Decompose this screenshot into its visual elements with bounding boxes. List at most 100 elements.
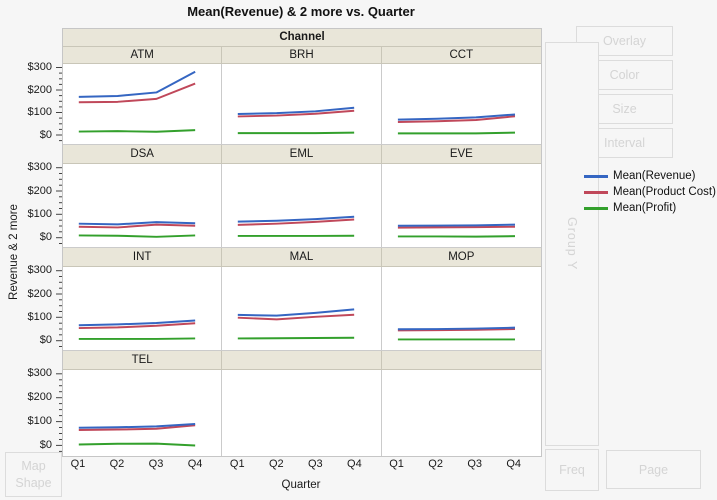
map-shape-dropzone-button[interactable]: Map Shape xyxy=(5,452,62,497)
panel-plot xyxy=(397,223,515,238)
y-tick-label: $300 xyxy=(27,161,52,174)
y-axis-ticks xyxy=(56,270,62,347)
panel-DSA[interactable] xyxy=(63,164,223,248)
series-product_cost-line xyxy=(397,115,515,123)
freq-dropzone-button[interactable]: Freq xyxy=(545,449,599,491)
y-tick-label: $0 xyxy=(39,231,52,244)
y-tick-label: $0 xyxy=(39,438,52,451)
facet-label-empty xyxy=(381,351,541,370)
trellis-graph: Channel ATM BRH CCT DSA EML EVE INT MAL MOP TEL xyxy=(62,28,542,457)
panel-EVE[interactable] xyxy=(381,164,541,248)
panel-plot xyxy=(238,308,355,340)
panel-BRH[interactable] xyxy=(222,64,382,145)
panel-EML[interactable] xyxy=(222,164,382,248)
x-tick-label: Q4 xyxy=(347,458,362,470)
panel-ATM[interactable] xyxy=(63,64,223,145)
series-revenue-line xyxy=(238,308,355,317)
y-tick-label: $100 xyxy=(27,310,52,323)
legend-label: Mean(Product Cost) xyxy=(613,186,716,198)
series-revenue-line xyxy=(238,106,355,115)
series-revenue-line xyxy=(78,319,196,327)
panel-plot xyxy=(238,215,355,237)
page-dropzone-button[interactable]: Page xyxy=(606,450,701,489)
series-revenue-line xyxy=(78,70,196,98)
panel-plot xyxy=(78,423,196,447)
legend-item-product_cost[interactable]: Mean(Product Cost) xyxy=(584,184,716,200)
x-tick-label: Q1 xyxy=(389,458,404,470)
facet-label-TEL: TEL xyxy=(63,351,223,370)
x-tick-label: Q2 xyxy=(428,458,443,470)
x-tick-label: Q2 xyxy=(109,458,125,470)
panel-plot xyxy=(78,221,196,238)
legend-line-swatch xyxy=(584,174,608,178)
x-tick-label: Q4 xyxy=(506,458,522,470)
y-tick-label: $300 xyxy=(27,264,52,277)
facet-label-strip: INT MAL MOP xyxy=(63,248,541,267)
plot-row xyxy=(63,267,541,351)
series-profit-line xyxy=(78,442,196,447)
y-tick-label: $100 xyxy=(27,106,52,118)
panel-MAL[interactable] xyxy=(222,267,382,351)
y-axis-ticks xyxy=(56,67,62,142)
x-tick-label: Q1 xyxy=(229,458,245,470)
series-product_cost-line xyxy=(238,218,355,226)
panel-plot xyxy=(78,70,196,133)
panel-MOP[interactable] xyxy=(381,267,541,351)
y-tick-label: $100 xyxy=(27,415,52,428)
series-product_cost-line xyxy=(78,82,196,104)
panel-CCT[interactable] xyxy=(381,64,541,145)
series-profit-line xyxy=(78,129,196,133)
y-tick-label: $300 xyxy=(27,61,52,73)
facet-label-CCT: CCT xyxy=(381,47,541,64)
series-revenue-line xyxy=(78,423,196,429)
series-profit-line xyxy=(238,336,355,340)
panel-empty[interactable] xyxy=(381,370,541,456)
series-product_cost-line xyxy=(397,328,515,332)
series-product_cost-line xyxy=(397,225,515,229)
y-tick-label: $200 xyxy=(27,184,52,197)
panel-INT[interactable] xyxy=(63,267,223,351)
legend-label: Mean(Revenue) xyxy=(613,170,696,182)
series-product_cost-line xyxy=(238,313,355,321)
facet-label-MOP: MOP xyxy=(381,248,541,267)
series-product_cost-line xyxy=(78,424,196,431)
facet-label-BRH: BRH xyxy=(222,47,382,64)
panel-plot xyxy=(238,106,355,135)
legend-item-revenue[interactable]: Mean(Revenue) xyxy=(584,168,716,184)
facet-label-strip: DSA EML EVE xyxy=(63,145,541,164)
group-y-dropzone-button[interactable]: Group Y xyxy=(545,42,599,446)
series-product_cost-line xyxy=(238,109,355,118)
y-tick-label: $200 xyxy=(27,391,52,404)
y-tick-label: $0 xyxy=(39,128,52,141)
series-revenue-line xyxy=(397,223,515,227)
panel-plot xyxy=(397,326,515,341)
facet-label-strip: TEL xyxy=(63,351,541,370)
x-tick-label: Q1 xyxy=(70,458,86,470)
x-tick-label: Q4 xyxy=(187,458,203,470)
plot-row xyxy=(63,370,541,456)
series-profit-line xyxy=(397,131,515,135)
legend-item-profit[interactable]: Mean(Profit) xyxy=(584,200,716,216)
y-axis-ticks xyxy=(56,373,62,452)
panel-empty[interactable] xyxy=(222,370,382,456)
x-tick-label: Q2 xyxy=(268,458,284,470)
series-profit-line xyxy=(78,234,196,238)
facet-label-EML: EML xyxy=(222,145,382,164)
y-axis-ticks xyxy=(56,167,62,244)
legend-line-swatch xyxy=(584,206,608,210)
facet-label-MAL: MAL xyxy=(222,248,382,267)
panel-TEL[interactable] xyxy=(63,370,223,456)
y-tick-label: $200 xyxy=(27,83,52,96)
facet-label-ATM: ATM xyxy=(63,47,223,64)
y-tick-label: $200 xyxy=(27,287,52,300)
series-revenue-line xyxy=(397,113,515,121)
series-product_cost-line xyxy=(78,223,196,229)
facet-label-empty xyxy=(222,351,382,370)
x-axis-title[interactable]: Quarter xyxy=(281,479,321,491)
facet-header-channel: Channel xyxy=(63,29,541,47)
facet-label-INT: INT xyxy=(63,248,223,267)
legend-line-swatch xyxy=(584,190,608,194)
facet-label-DSA: DSA xyxy=(63,145,223,164)
x-tick-label: Q3 xyxy=(148,458,164,470)
